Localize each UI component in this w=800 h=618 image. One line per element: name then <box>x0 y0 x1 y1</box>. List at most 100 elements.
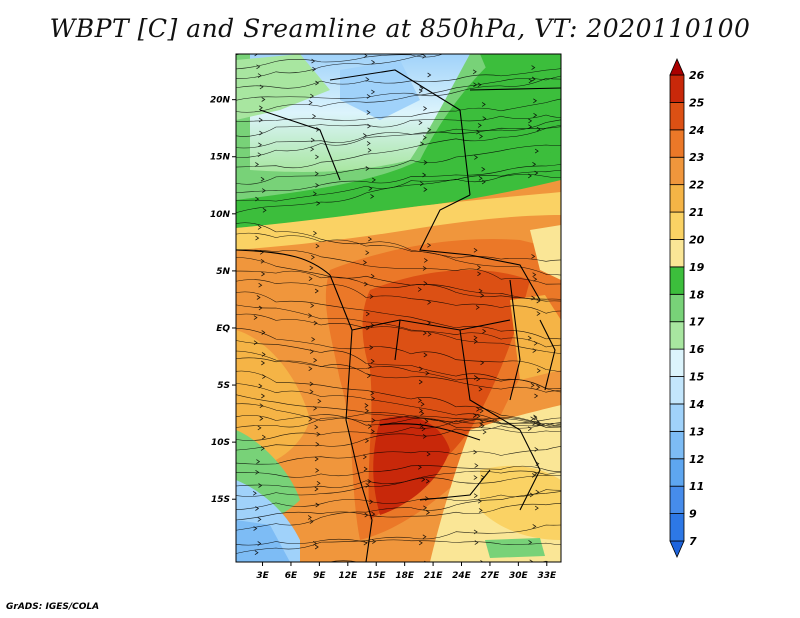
streamline-arrow <box>314 486 319 492</box>
streamline <box>236 249 561 285</box>
streamline-arrow <box>530 382 535 388</box>
streamline-arrow <box>314 544 319 550</box>
field-nw-green <box>236 54 330 120</box>
streamline-arrow <box>482 429 487 435</box>
lon-label: 12E <box>338 571 358 581</box>
streamline-arrow <box>480 293 485 298</box>
streamline-arrow <box>417 464 422 470</box>
streamline <box>236 394 561 427</box>
streamline-arrow <box>365 438 370 444</box>
plot-frame <box>235 53 562 563</box>
streamline-arrow <box>370 194 375 199</box>
streamline-arrow <box>474 463 479 468</box>
streamline-arrow <box>473 247 478 253</box>
streamline-arrow <box>531 254 536 259</box>
streamline-arrow <box>315 502 320 508</box>
streamline-arrow <box>367 123 372 129</box>
streamline <box>236 465 561 478</box>
colorbar-segment <box>669 266 685 295</box>
streamline-arrow <box>253 340 258 346</box>
colorbar-label: 12 <box>689 453 705 466</box>
streamline-arrow <box>258 305 263 311</box>
colorbar-segment <box>669 376 685 405</box>
colorbar-segment <box>669 430 685 460</box>
streamline-arrow <box>316 563 319 567</box>
streamline-arrow <box>260 446 265 451</box>
streamline-arrow <box>533 276 538 282</box>
streamline-arrow <box>313 230 318 236</box>
streamline <box>236 414 561 433</box>
streamline-arrow <box>260 258 265 264</box>
streamline-arrow <box>425 496 430 501</box>
streamline-arrow <box>316 201 321 206</box>
streamline-arrow <box>478 288 483 294</box>
streamline-arrow <box>364 403 369 408</box>
lat-label: 10S <box>211 438 230 448</box>
chart-title: WBPT [C] and Sreamline at 850hPa, VT: 20… <box>49 14 751 43</box>
streamline-arrow <box>257 225 262 230</box>
streamline-arrow <box>308 366 313 372</box>
streamline <box>236 279 561 314</box>
lon-label: 6E <box>285 571 298 581</box>
streamline-arrow <box>477 271 482 277</box>
streamline-arrow <box>370 390 375 396</box>
streamline-arrow <box>475 42 478 46</box>
streamline-arrow <box>366 94 371 99</box>
streamline-arrow <box>419 181 424 187</box>
streamline-arrow <box>422 534 427 540</box>
streamline-arrow <box>423 505 428 511</box>
streamline-arrow <box>311 58 316 64</box>
country-borders <box>236 69 561 562</box>
streamline-arrow <box>527 173 532 179</box>
streamline-arrow <box>427 47 430 51</box>
streamline-arrow <box>261 360 266 366</box>
streamline-arrow <box>419 366 424 372</box>
field-ne-yellow <box>530 225 561 280</box>
streamline <box>236 313 561 348</box>
streamline-arrow <box>534 505 539 511</box>
streamline-arrow <box>528 118 533 124</box>
streamline-arrow <box>473 335 478 341</box>
streamline <box>236 114 561 137</box>
streamline <box>236 126 561 169</box>
streamline-arrow <box>372 539 377 544</box>
streamline-arrow <box>255 162 260 167</box>
field-se-green <box>485 538 545 558</box>
streamline-arrow <box>257 517 262 522</box>
streamline-arrow <box>312 191 317 197</box>
streamline-arrow <box>536 420 541 426</box>
streamline-arrow <box>254 563 257 567</box>
streamline-arrow <box>418 88 423 94</box>
streamline <box>236 174 561 213</box>
streamline-arrow <box>371 396 376 401</box>
streamline <box>236 232 561 276</box>
streamline-arrow <box>474 155 479 160</box>
streamline-arrow <box>481 166 486 172</box>
streamline-arrow <box>417 287 422 292</box>
lat-label: EQ <box>216 324 230 334</box>
streamline <box>236 417 561 441</box>
streamline <box>236 383 561 424</box>
streamline <box>236 357 561 393</box>
lon-label: 9E <box>313 571 326 581</box>
streamline-arrow <box>478 175 483 181</box>
streamline-arrow <box>427 242 432 248</box>
streamline-arrow <box>371 89 376 95</box>
streamline-arrow <box>473 493 478 499</box>
lon-label: 27E <box>481 571 501 581</box>
streamline-arrow <box>420 36 423 40</box>
colorbar-label: 21 <box>689 206 704 219</box>
streamline-arrow <box>362 454 367 460</box>
streamline-arrow <box>317 398 322 404</box>
streamline-arrow <box>422 330 427 336</box>
field-sw-deepblue <box>236 520 290 562</box>
field-yellow-band <box>236 192 561 250</box>
streamline-arrow <box>365 77 370 82</box>
streamline-arrow <box>426 451 431 457</box>
streamline-arrow <box>314 46 317 50</box>
streamline-arrow <box>536 384 541 390</box>
streamline-arrow <box>308 100 313 105</box>
streamline-arrow <box>259 403 264 409</box>
streamline-arrow <box>418 408 423 413</box>
streamline-arrow <box>474 31 477 35</box>
